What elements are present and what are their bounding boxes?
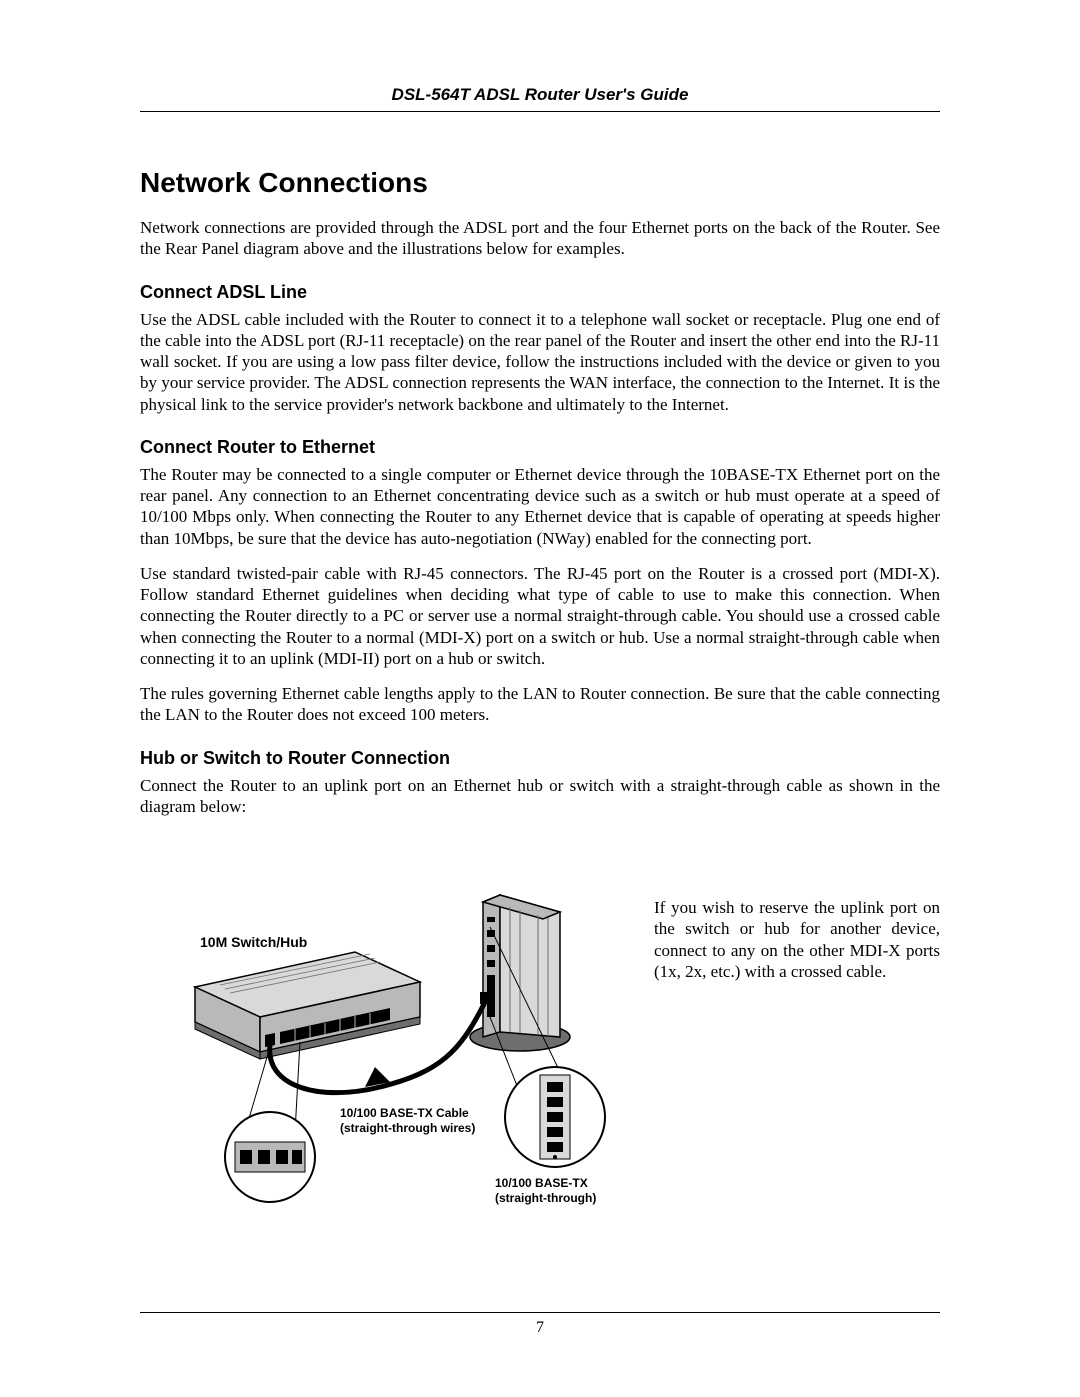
subsection-ethernet-title: Connect Router to Ethernet [140,437,940,458]
connection-diagram: 10M Switch/Hub 10/100 BASE-TX Cable (str… [140,857,630,1237]
subsection-ethernet-p2: Use standard twisted-pair cable with RJ-… [140,563,940,669]
page-header-title: DSL-564T ADSL Router User's Guide [140,85,940,111]
figure-label-cable2: (straight-through wires) [340,1121,475,1135]
footer-rule [140,1312,940,1313]
figure-row: 10M Switch/Hub 10/100 BASE-TX Cable (str… [140,857,940,1237]
header-rule [140,111,940,112]
subsection-adsl-p1: Use the ADSL cable included with the Rou… [140,309,940,415]
subsection-hub-title: Hub or Switch to Router Connection [140,748,940,769]
subsection-ethernet-p3: The rules governing Ethernet cable lengt… [140,683,940,726]
subsection-adsl-title: Connect ADSL Line [140,282,940,303]
subsection-hub-p1: Connect the Router to an uplink port on … [140,775,940,818]
router-device-icon [470,895,570,1051]
hub-device-icon [195,952,420,1059]
subsection-ethernet-p1: The Router may be connected to a single … [140,464,940,549]
figure-label-router1: 10/100 BASE-TX [495,1176,588,1190]
page-footer: 7 [140,1312,940,1337]
router-port-detail-icon [505,1067,605,1167]
section-title: Network Connections [140,167,940,199]
section-intro: Network connections are provided through… [140,217,940,260]
rj45-plug-icon [480,992,490,1004]
figure-label-cable1: 10/100 BASE-TX Cable [340,1106,469,1120]
hub-port-detail-icon [225,1112,315,1202]
figure-label-router2: (straight-through) [495,1191,596,1205]
page-number: 7 [536,1319,544,1336]
figure-label-hub: 10M Switch/Hub [200,934,307,950]
figure-caption: If you wish to reserve the uplink port o… [654,897,940,982]
